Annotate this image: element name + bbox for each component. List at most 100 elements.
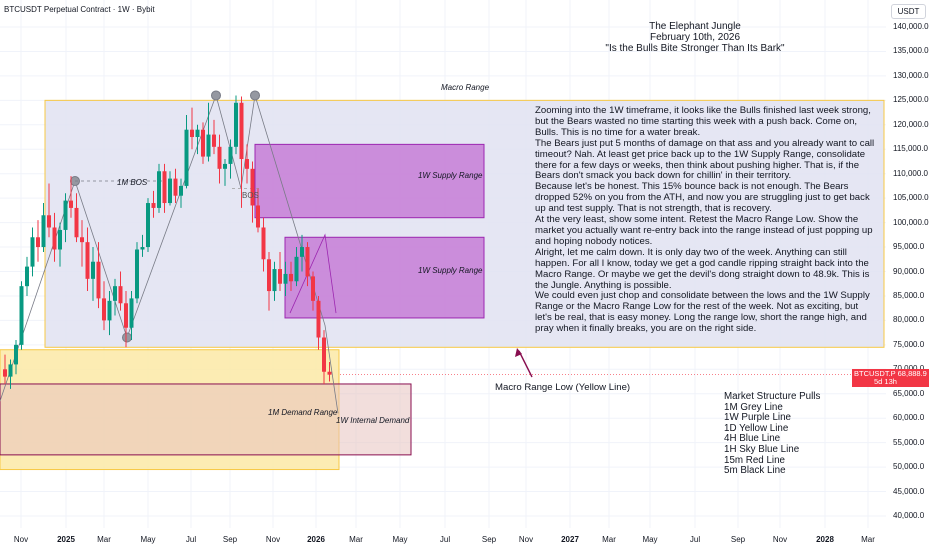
candles-layer [3,95,332,389]
candle-body [327,371,332,375]
candle-body [74,207,79,238]
commentary-paragraph: At the very least, show some intent. Ret… [535,214,873,247]
y-tick-label: 120,000.0 [893,119,929,129]
candle-body [19,286,24,345]
symbol-title[interactable]: BTCUSDT Perpetual Contract · 1W · Bybit [4,5,155,14]
commentary: Zooming into the 1W timeframe, it looks … [535,105,877,335]
y-tick-label: 45,000.0 [893,486,925,496]
candle-body [278,269,282,284]
candle-body [305,247,310,277]
y-tick-label: 115,000.0 [893,144,928,154]
y-tick-label: 50,000.0 [893,462,925,472]
candle-body [118,286,123,304]
header-title-date: February 10th, 2026 [649,32,741,43]
candle-body [234,102,238,147]
x-tick-label: May [642,535,658,544]
x-tick-label: 2025 [57,535,75,544]
candle-body [63,200,68,230]
zone-1 [254,143,485,219]
candle-body [173,178,178,196]
x-tick-label: 2028 [816,535,834,544]
y-tick-label: 55,000.0 [893,437,925,447]
header-title-line: The Elephant Jungle [649,21,741,32]
x-tick-label: Nov [13,535,29,544]
candle-body [228,146,233,164]
ms-line: 1D Yellow Line [724,422,789,434]
pivot-marker [122,332,132,343]
candle-body [195,129,200,138]
commentary-paragraph: The Bears just put 5 months of damage on… [535,137,875,182]
candle-body [311,276,315,301]
candle-body [168,178,172,204]
candle-body [14,344,18,365]
candle-body [245,159,249,169]
y-tick-label: 95,000.0 [893,242,925,252]
candle-body [162,171,167,204]
internal-demand-label: 1W Internal Demand [336,416,410,425]
bos-label: BOS [242,191,259,200]
y-tick-label: 140,000.0 [893,22,929,31]
last-price-tag: BTCUSDT.P 68,888.9 5d 13h [852,369,929,387]
y-tick-label: 105,000.0 [893,193,929,203]
y-tick-label: 70,000.0 [893,364,924,373]
x-tick-label: Jul [185,535,197,544]
y-tick-label: 90,000.0 [893,266,925,276]
commentary-paragraph: We could even just chop and consolidate … [535,290,870,335]
ms-line: 1M Grey Line [724,401,783,413]
y-tick-label: 80,000.0 [893,315,925,325]
ms-line: 5m Black Line [724,465,786,477]
candle-body [316,300,321,338]
candle-body [256,205,260,228]
currency-button[interactable]: USDT [891,4,926,19]
candle-body [239,102,244,160]
candle-body [300,247,304,257]
candle-body [140,247,145,250]
commentary-paragraph: Alright, let me calm down. It is only da… [535,246,870,291]
candle-body [41,215,46,248]
candle-body [113,286,117,301]
pivot-marker [211,90,221,101]
x-tick-label: Sep [481,535,497,544]
x-tick-label: Jul [689,535,701,544]
ms-line: 4H Blue Line [724,433,781,445]
supply-range-upper-label: 1W Supply Range [418,171,483,180]
y-tick-label: 40,000.0 [893,511,925,520]
x-tick-label: Mar [97,535,111,544]
last-price-symbol: BTCUSDT.P [854,369,896,378]
y-tick-label: 110,000.0 [893,168,928,178]
candle-body [322,337,326,372]
candle-body [289,273,293,282]
candle-body [261,227,266,260]
candle-body [212,134,216,147]
x-tick-label: 2027 [561,535,579,544]
candle-body [250,168,255,206]
y-tick-label: 130,000.0 [893,70,929,80]
x-tick-label: Mar [602,535,616,544]
candle-body [201,129,205,157]
macro-range-label: Macro Range [441,83,490,92]
candle-body [3,369,7,377]
candle-body [146,203,150,248]
x-tick-label: Nov [772,535,788,544]
candle-body [30,237,35,267]
y-tick-label: 85,000.0 [893,290,925,300]
candle-body [102,298,106,321]
x-tick-label: May [392,535,408,544]
ms-line: 15m Red Line [724,454,785,466]
candle-body [129,298,134,328]
x-tick-label: Sep [730,535,746,544]
candle-body [217,146,222,169]
candle-body [52,227,57,250]
x-tick-label: Sep [222,535,238,544]
candle-body [124,303,128,328]
x-tick-label: Jul [439,535,451,544]
x-tick-label: Mar [861,535,875,544]
y-tick-label: 65,000.0 [893,388,925,398]
commentary-paragraph: Because let's be honest. This 15% bounce… [535,181,870,215]
candle-body [25,266,29,287]
candle-body [8,364,13,377]
commentary-paragraph: Zooming into the 1W timeframe, it looks … [535,105,871,138]
candle-body [294,256,299,282]
